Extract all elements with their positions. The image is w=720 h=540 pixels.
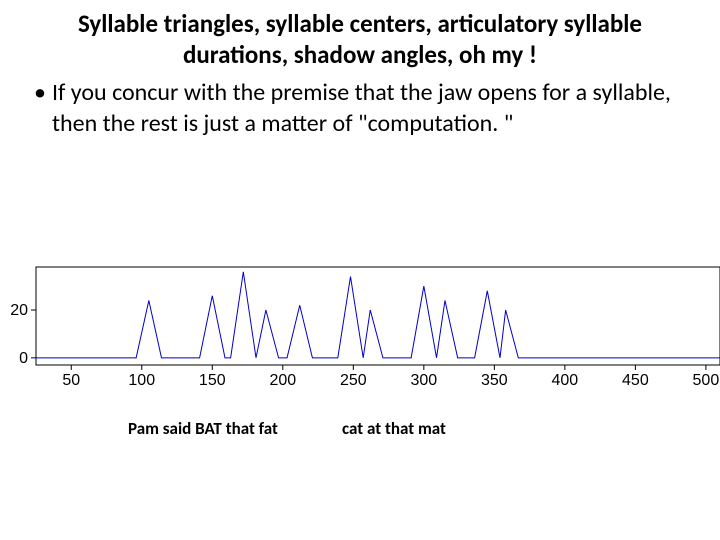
svg-text:0: 0 [19, 350, 28, 367]
svg-text:350: 350 [481, 372, 508, 389]
svg-text:250: 250 [340, 372, 367, 389]
svg-text:50: 50 [62, 372, 80, 389]
bullet-marker: • [28, 77, 52, 108]
svg-text:20: 20 [10, 302, 28, 319]
svg-text:300: 300 [410, 372, 437, 389]
chart-caption: Pam said BAT that fat cat at that mat [0, 418, 720, 439]
svg-text:200: 200 [269, 372, 296, 389]
bullet-text: If you concur with the premise that the … [52, 77, 692, 139]
svg-text:400: 400 [552, 372, 579, 389]
caption-left: Pam said BAT that fat [128, 418, 278, 439]
slide-title: Syllable triangles, syllable centers, ar… [28, 8, 692, 71]
caption-right: cat at that mat [342, 418, 446, 439]
svg-text:150: 150 [199, 372, 226, 389]
svg-text:100: 100 [128, 372, 155, 389]
chart-svg: 50 100 150 200 250 300 350 400 450 500 0 20 [0, 265, 720, 395]
syllable-chart: 50 100 150 200 250 300 350 400 450 500 0 20 [0, 265, 720, 400]
svg-text:500: 500 [693, 372, 720, 389]
bullet-item: • If you concur with the premise that th… [28, 77, 692, 139]
svg-text:450: 450 [622, 372, 649, 389]
